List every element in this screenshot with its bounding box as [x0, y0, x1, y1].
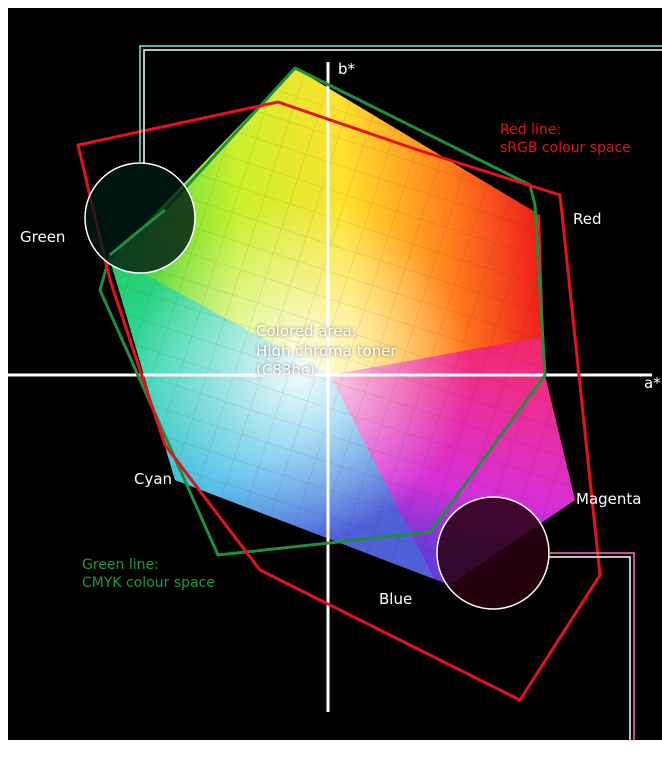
toner-area-note: Colored area: High chroma toner (C83hc): [256, 322, 397, 381]
a-axis-label: a*: [644, 374, 661, 392]
srgb-legend: Red line: sRGB colour space: [500, 122, 631, 157]
srgb-gamut-line: [76, 100, 602, 702]
srgb-legend-title: Red line:: [500, 122, 562, 138]
hue-label-red: Red: [573, 210, 602, 228]
green-callout-leader: [139, 45, 662, 163]
cmyk-legend-title: Green line:: [82, 557, 159, 573]
srgb-legend-text: sRGB colour space: [500, 139, 631, 156]
cmyk-legend: Green line: CMYK colour space: [82, 557, 215, 592]
magenta-corner-callout: [436, 496, 550, 610]
hue-label-green: Green: [20, 228, 66, 246]
hue-label-cyan: Cyan: [134, 470, 173, 488]
cmyk-legend-text: CMYK colour space: [82, 574, 215, 591]
magenta-callout-leader: [549, 552, 635, 740]
hue-label-magenta: Magenta: [576, 490, 642, 508]
toner-note-line-3: (C83hc): [256, 361, 316, 379]
green-corner-callout: [84, 162, 196, 274]
toner-note-line-1: Colored area:: [256, 322, 357, 340]
b-axis-label: b*: [338, 60, 356, 78]
toner-note-line-2: High chroma toner: [256, 341, 397, 360]
hue-label-blue: Blue: [379, 590, 413, 608]
